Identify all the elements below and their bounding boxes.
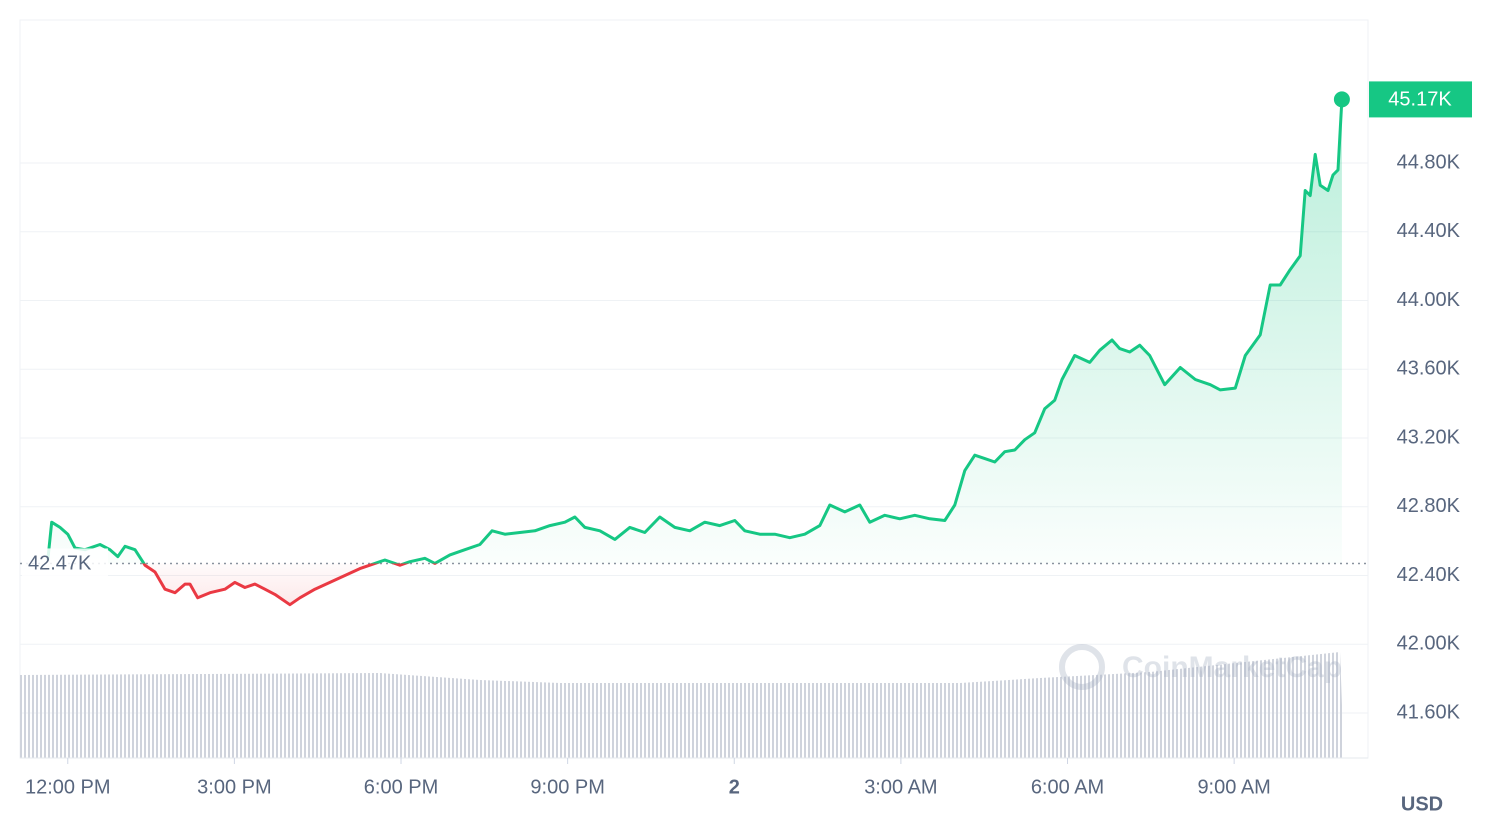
x-tick-label: 9:00 PM — [530, 776, 604, 798]
x-tick-label: 3:00 PM — [197, 776, 271, 798]
area-fill — [47, 99, 1342, 605]
last-point — [1333, 91, 1350, 108]
baseline-label: 42.47K — [28, 553, 92, 575]
volume-bars — [20, 652, 1344, 758]
watermark: CoinMarketCap — [1059, 644, 1342, 690]
x-tick-label: 6:00 AM — [1031, 776, 1104, 798]
y-tick-label: 42.00K — [1397, 633, 1461, 655]
x-tick-label: 2 — [729, 776, 740, 798]
y-tick-label: 44.40K — [1397, 220, 1461, 242]
last-price-label: 45.17K — [1388, 89, 1452, 111]
x-tick-label: 12:00 PM — [25, 776, 111, 798]
y-tick-label: 43.20K — [1397, 426, 1461, 448]
x-tick-label: 6:00 PM — [364, 776, 438, 798]
price-line — [46, 99, 1344, 607]
y-tick-label: 42.80K — [1397, 495, 1461, 517]
last-price-tag — [1369, 81, 1472, 118]
y-tick-label: 44.80K — [1397, 151, 1461, 173]
watermark-text: CoinMarketCap — [1122, 651, 1342, 684]
y-tick-label: 41.60K — [1397, 701, 1461, 723]
x-tick-label: 3:00 AM — [864, 776, 937, 798]
y-tick-label: 44.00K — [1397, 289, 1461, 311]
baseline-label-bg — [22, 548, 108, 579]
currency-label: USD — [1401, 793, 1443, 815]
y-tick-label: 43.60K — [1397, 358, 1461, 380]
y-tick-label: 42.40K — [1397, 564, 1461, 586]
watermark-logo — [1059, 644, 1105, 690]
x-tick-label: 9:00 AM — [1197, 776, 1270, 798]
